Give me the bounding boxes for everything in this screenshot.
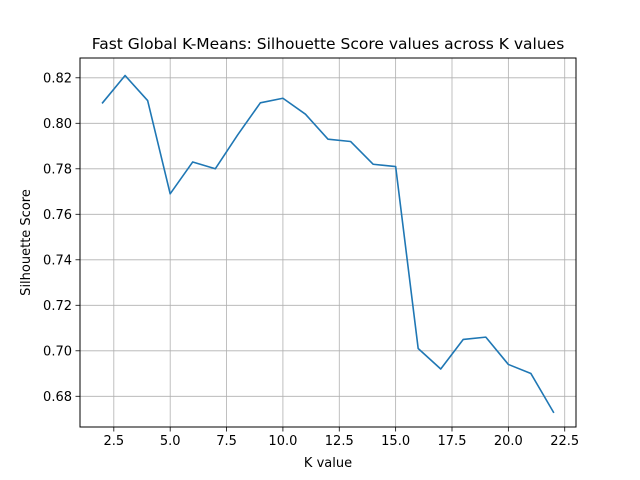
x-tick-label: 22.5 [550, 434, 579, 449]
y-axis-title: Silhouette Score [19, 189, 34, 296]
y-tick-label: 0.82 [43, 71, 72, 86]
x-tick-label: 10.0 [268, 434, 297, 449]
y-tick-label: 0.76 [43, 208, 72, 223]
y-tick-label: 0.68 [43, 390, 72, 405]
plot-frame [79, 57, 577, 428]
x-tick-label: 20.0 [494, 434, 523, 449]
y-tick-label: 0.70 [43, 344, 72, 359]
grid-layer [80, 58, 576, 427]
tick-layer: 2.5 5.0 7.5 10.0 12.5 15.0 17.5 20.0 22.5 0.68 0.7… [43, 71, 579, 449]
y-tick-label: 0.80 [43, 117, 72, 132]
series-line [101, 74, 555, 414]
x-axis-title: K value [304, 456, 352, 471]
y-tick-label: 0.78 [43, 162, 72, 177]
x-tick-label: 17.5 [438, 434, 467, 449]
x-tick-label: 12.5 [325, 434, 354, 449]
x-tick-label: 5.0 [160, 434, 181, 449]
series-layer [101, 74, 555, 414]
chart-title: Fast Global K-Means: Silhouette Score va… [92, 35, 565, 53]
x-tick-label: 7.5 [216, 434, 237, 449]
x-tick-label: 2.5 [103, 434, 124, 449]
y-tick-label: 0.74 [43, 253, 72, 268]
x-tick-label: 15.0 [381, 434, 410, 449]
y-tick-label: 0.72 [43, 299, 72, 314]
